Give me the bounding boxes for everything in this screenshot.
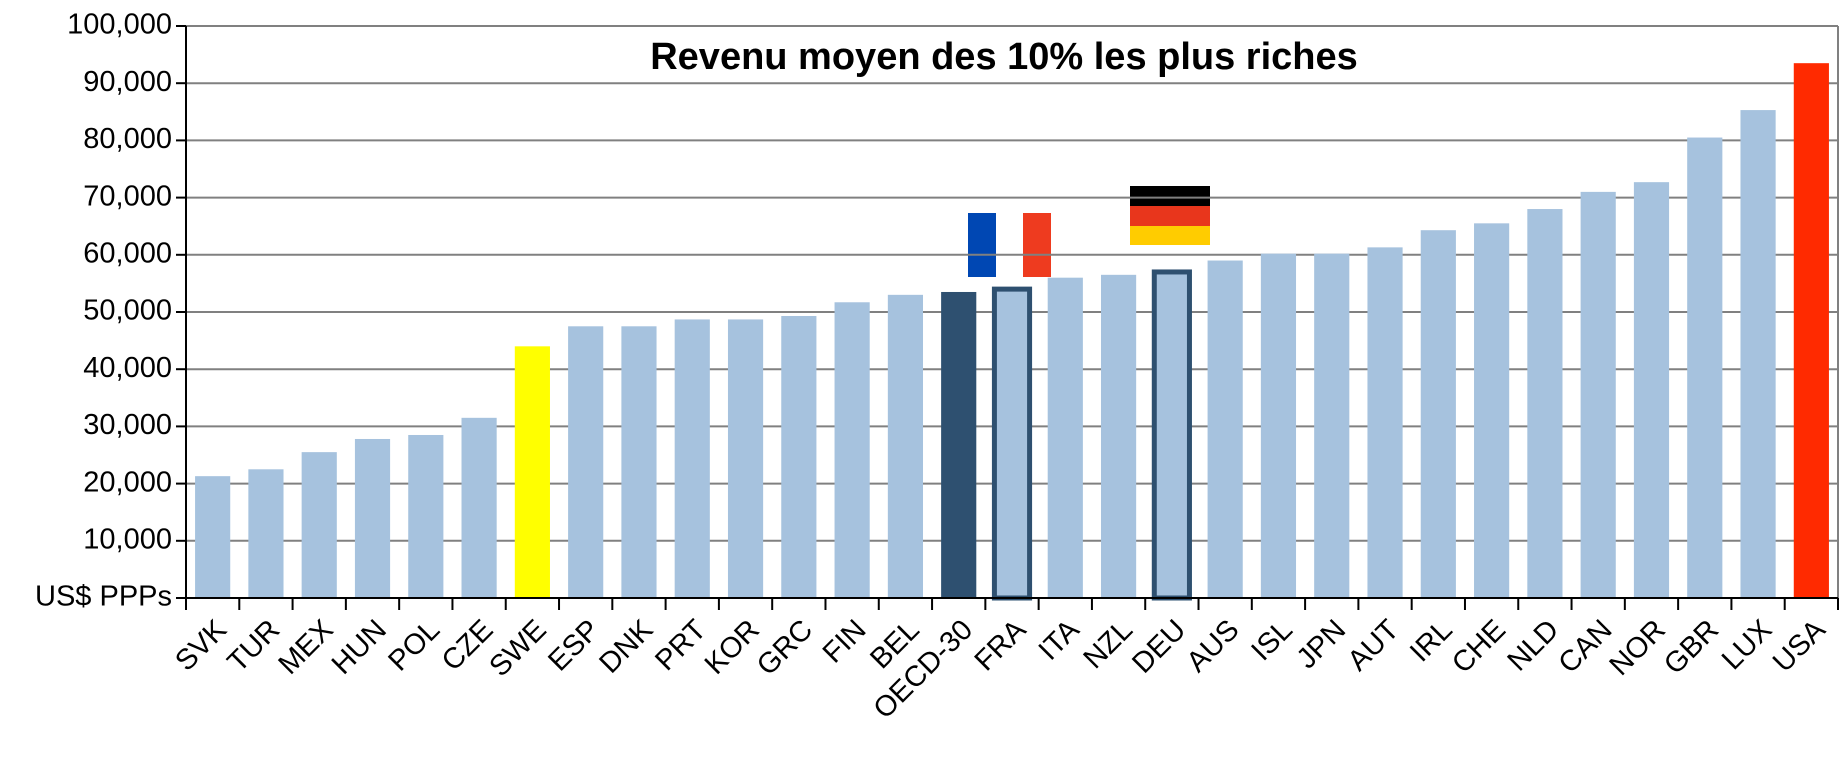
bar xyxy=(727,319,764,598)
x-tick-label: PRT xyxy=(649,614,712,677)
x-tick-label: SVK xyxy=(169,613,233,677)
bar xyxy=(1740,110,1776,599)
bar xyxy=(514,346,550,598)
y-tick-label: 40,000 xyxy=(83,352,172,384)
bar xyxy=(195,476,231,598)
bar xyxy=(1527,209,1563,599)
bar xyxy=(568,326,604,598)
x-tick-label: SWE xyxy=(483,614,552,683)
y-tick-label: 60,000 xyxy=(83,237,172,269)
y-tick-label: 80,000 xyxy=(83,123,172,155)
x-tick-label: NZL xyxy=(1078,614,1139,675)
x-tick-label: ITA xyxy=(1033,613,1086,666)
bar xyxy=(301,452,337,598)
x-tick-label: ISL xyxy=(1245,614,1298,667)
bar xyxy=(781,316,817,598)
y-tick-label: 50,000 xyxy=(83,295,172,327)
chart-title: Revenu moyen des 10% les plus riches xyxy=(650,36,1358,78)
y-tick-label: 10,000 xyxy=(83,523,172,555)
x-tick-label: FIN xyxy=(817,614,873,670)
y-tick-label: 100,000 xyxy=(67,9,172,41)
bar xyxy=(887,294,924,598)
y-tick-label: US$ PPPs xyxy=(35,581,172,613)
y-tick-label: 30,000 xyxy=(83,409,172,441)
x-tick-label: HUN xyxy=(326,614,393,681)
bar xyxy=(354,438,391,598)
bar xyxy=(248,469,284,598)
x-tick-label: JPN xyxy=(1291,614,1352,675)
bar xyxy=(1687,137,1723,599)
x-tick-label: TUR xyxy=(222,614,287,679)
bar xyxy=(834,302,870,598)
y-tick-label: 70,000 xyxy=(83,180,172,212)
bar xyxy=(1793,63,1829,599)
germany-flag xyxy=(1130,186,1210,245)
x-tick-label: POL xyxy=(383,614,447,678)
bar xyxy=(1047,277,1083,598)
bar xyxy=(1100,274,1137,598)
x-tick-label: LUX xyxy=(1716,614,1779,677)
bar xyxy=(1633,182,1670,598)
x-tick-label: FRA xyxy=(969,613,1033,677)
bar xyxy=(1580,191,1616,598)
x-tick-label: AUT xyxy=(1342,614,1406,678)
bar xyxy=(674,319,710,598)
x-tick-label: NLD xyxy=(1502,614,1566,678)
bar xyxy=(1207,260,1243,598)
x-tick-label: MEX xyxy=(273,614,340,681)
x-tick-label: AUS xyxy=(1181,614,1246,679)
x-tick-label: GRC xyxy=(751,614,819,682)
france-flag xyxy=(968,213,1051,277)
x-tick-label: DEU xyxy=(1126,614,1192,680)
x-tick-label: CHE xyxy=(1446,614,1512,680)
x-tick-label: CAN xyxy=(1553,614,1619,680)
x-tick-label: KOR xyxy=(699,614,766,681)
x-tick-label: ESP xyxy=(542,614,606,678)
x-tick-label: NOR xyxy=(1604,614,1672,682)
bar xyxy=(1151,269,1192,601)
bar xyxy=(621,326,657,598)
bar xyxy=(1367,247,1403,598)
bar xyxy=(941,291,977,598)
bar xyxy=(991,286,1033,601)
bar xyxy=(1260,253,1297,598)
y-tick-label: 90,000 xyxy=(83,66,172,98)
bar xyxy=(1474,223,1510,598)
bar xyxy=(461,417,497,598)
bar xyxy=(1420,230,1456,599)
bar xyxy=(408,434,444,598)
x-tick-label: USA xyxy=(1767,613,1832,678)
x-tick-label: DNK xyxy=(593,613,659,679)
bar xyxy=(1314,253,1350,598)
y-tick-label: 20,000 xyxy=(83,466,172,498)
x-tick-label: GBR xyxy=(1658,614,1725,681)
